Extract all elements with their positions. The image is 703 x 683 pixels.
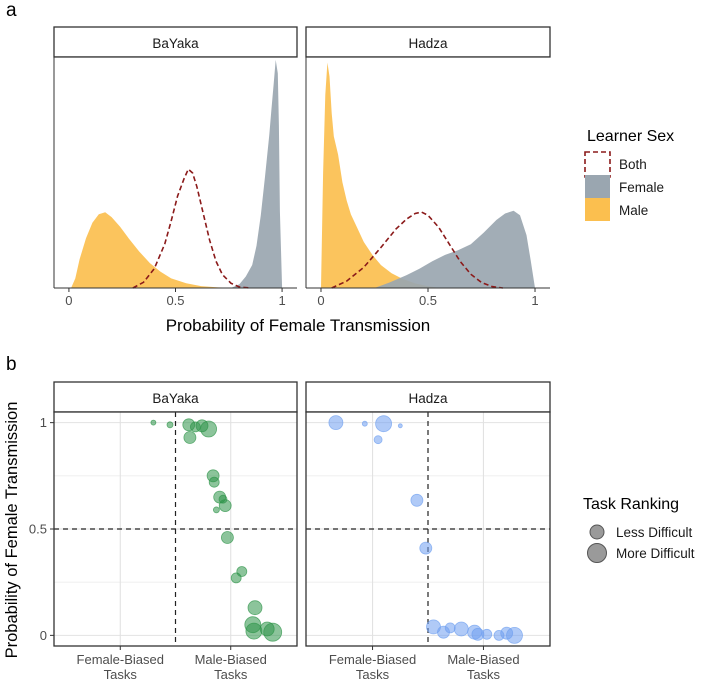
legend-swatch-male [585,198,610,221]
panel-a-hadza-x-tick-label: 0 [317,293,324,308]
panel-b-facet-bayaka: BaYaka Female-BiasedTasksMale-BiasedTask… [53,381,298,682]
panel-b-bayaka-point [236,566,248,577]
panel-b-bayaka-strip [53,381,298,413]
panel-b-legend: Task Ranking Less Difficult More Difficu… [583,496,695,563]
panel-b-letter: b [6,354,17,375]
panel-a-bayaka-strip-label: BaYaka [152,36,199,51]
legend-label-both: Both [619,157,647,172]
panel-a-letter: a [6,0,17,21]
panel-a-legend-title: Learner Sex [587,128,674,145]
panel-b-bayaka-x-tick-label: Female-Biased [77,652,164,667]
panel-b-y-tick-label: 0.5 [29,522,47,537]
panel-a-hadza-density-female [374,210,535,288]
panel-b-hadza-point [373,435,383,445]
panel-a-x-axis-title: Probability of Female Transmission [166,316,431,335]
panel-b-bayaka-strip-label: BaYaka [152,391,199,406]
panel-b-bayaka-x-tick-label: Tasks [104,667,138,682]
panel-a-hadza-density-both [331,211,504,289]
legend-label-female: Female [619,180,664,195]
panel-b-bayaka-point [247,600,263,616]
panel-b-bayaka-point [218,499,232,513]
panel-b-y-tick-label: 1 [40,415,47,430]
panel-b-hadza-point [328,415,344,431]
legend-swatch-both [584,151,611,178]
panel-b-hadza-x-tick-label: Tasks [467,667,501,682]
panel-b-hadza-point [375,415,393,433]
panel-a-bayaka-strip [53,26,298,58]
panel-a-hadza-x-tick-label: 0.5 [419,293,437,308]
panel-a-facet-hadza: Hadza 0 0.5 1 [305,26,551,308]
panel-b-hadza-point [444,622,456,634]
panel-b-bayaka-point [183,431,197,444]
panel-b-bayaka-point [263,622,283,642]
panel-a-bayaka-x-tick-label: 0.5 [166,293,184,308]
panel-a-bayaka-x-tick-label: 1 [278,293,285,308]
legend-size-small-marker [589,524,605,540]
panel-b-hadza-point [419,541,433,555]
legend-size-large-marker [587,543,607,563]
panel-a-hadza-x-tick-label: 1 [531,293,538,308]
panel-b-bayaka-point [208,476,220,488]
panel-b-bayaka-point [220,531,234,544]
panel-b-hadza-strip [305,381,551,413]
legend-swatch-female [585,175,610,198]
panel-b-bayaka-point [200,420,218,438]
panel-b-hadza-point [361,420,368,427]
legend-size-large-label: More Difficult [616,546,695,561]
panel-a-hadza-strip [305,26,551,58]
panel-b-hadza-point [506,627,523,644]
panel-b-bayaka-x-tick-label: Tasks [214,667,248,682]
legend-size-small-label: Less Difficult [616,525,693,540]
panel-a-bayaka-density-male [71,212,240,288]
panel-b-hadza-point [397,423,403,429]
panel-b-bayaka-point [150,419,157,426]
legend-label-male: Male [619,203,648,218]
panel-a-bayaka-density-female [230,59,283,289]
panel-a-bayaka-density-both [132,167,251,289]
panel-b-legend-title: Task Ranking [583,496,679,513]
panel-b-hadza-point [410,493,424,507]
panel-b-bayaka-point [166,421,174,429]
panel-a-facet-bayaka: BaYaka 0 0.5 1 [53,26,298,308]
panel-a-hadza-density-male [321,62,441,288]
panel-b-bayaka-point [212,506,220,514]
panel-b-y-axis-title: Probability of Female Transmission [3,402,21,659]
panel-b-hadza-point [453,621,469,637]
panel-b-hadza-strip-label: Hadza [408,391,448,406]
panel-b-bayaka-point [245,622,263,640]
panel-b-hadza-point [481,628,493,640]
panel-a-legend: Learner Sex Both Female Male [584,128,674,221]
panel-a-bayaka-x-tick-label: 0 [65,293,72,308]
panel-b-hadza-x-tick-label: Female-Biased [329,652,416,667]
panel-b-y-tick-label: 0 [40,628,47,643]
panel-a-hadza-strip-label: Hadza [408,36,448,51]
panel-b-hadza-frame [305,411,551,647]
panel-b-hadza-x-tick-label: Tasks [356,667,390,682]
panel-b-bayaka-x-tick-label: Male-Biased [195,652,267,667]
panel-b-hadza-x-tick-label: Male-Biased [447,652,519,667]
